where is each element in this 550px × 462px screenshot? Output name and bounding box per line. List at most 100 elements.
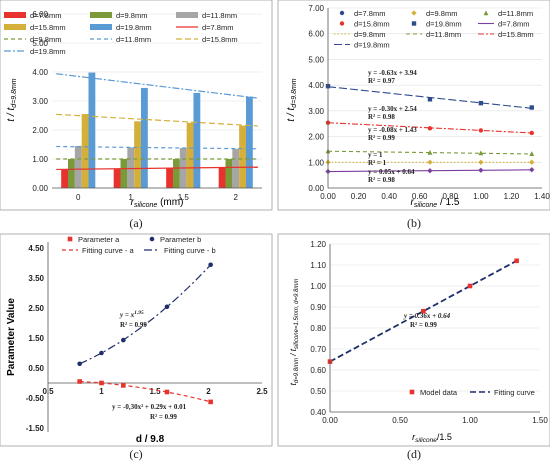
panel-c-legend-label: Parameter b [160, 235, 201, 244]
panel-b-y-tick: 1.00 [308, 158, 324, 167]
panel-c-point [208, 262, 213, 268]
panel-a-trendline [56, 73, 258, 99]
panel-d-y-tick: 1.00 [310, 282, 326, 291]
panel-a-legend-label: d=19.8mm [116, 23, 152, 32]
panel-a-bar [134, 121, 141, 188]
panel-b-point [529, 130, 534, 136]
panel-a-y-tick: 1.00 [32, 155, 48, 164]
panel-b-point [427, 168, 433, 174]
panel-c-x-label: d / 9.8 [136, 434, 165, 445]
panel-b-point [427, 159, 433, 165]
panel-b-y-tick: 5.00 [308, 55, 324, 64]
panel-d-y-tick: 0.80 [310, 324, 326, 333]
panel-a-trendline [56, 113, 258, 127]
panel-c-y-ticks: -1.50 -0.50 0.50 1.50 2.50 3.50 4.50 [26, 244, 45, 433]
panel-c-point [164, 304, 170, 310]
panel-b-legend-label: d=19.8mm [354, 41, 390, 50]
panel-d-y-tick: 0.40 [310, 408, 326, 417]
panel-b-x-tick: 0.20 [351, 192, 367, 201]
panel-a-bar [218, 167, 226, 188]
panel-c-equation-a: y = -0,30x² + 0.29x + 0.01 [112, 403, 187, 411]
panel-b-legend-label: d=7.8mm [354, 9, 385, 18]
panel-a-legend-label: d=9.8mm [116, 11, 147, 20]
panel-b-point [529, 151, 535, 156]
panel-a-legend-swatch [90, 24, 112, 30]
panel-a-bar [225, 159, 233, 188]
panel-b-point [427, 126, 433, 131]
panel-b-legend-label: d=7.8mm [498, 20, 529, 29]
panel-a-bar [127, 147, 135, 188]
panel-c-legend-swatch [149, 236, 155, 242]
panel-a-bar [186, 122, 194, 188]
panel-c-y-tick: -0.50 [26, 394, 45, 403]
panel-c-frame [0, 233, 273, 447]
panel-a-legend: d=7.8mm d=9.8mm d=11.8mm d=15.8mm d=19.8mm d=… [4, 11, 238, 56]
panel-b-point [478, 100, 484, 106]
panel-d-y-label: td=9.8mm / tsilicone=1.5mm, d=9.8mm [289, 279, 300, 386]
panel-b-legend-label: d=15.8mm [498, 30, 534, 39]
panel-a-bar [113, 169, 121, 188]
panel-b-x-tick: 0.40 [381, 192, 397, 201]
panel-a-x-tick: 1.5 [178, 193, 190, 202]
panel-c-legend-label: Fitting curve - a [82, 246, 135, 255]
panel-c-annotations: y = x1.95 R² = 0.99 y = -0,30x² + 0.29x + … [112, 310, 187, 421]
panel-d-frame [277, 233, 550, 447]
panel-a-legend-label: d=7.8mm [30, 11, 61, 20]
panel-b-fit-line [327, 122, 532, 134]
panel-d-equation: y = 0.36x + 0.64 [403, 312, 451, 320]
panel-c-point [99, 380, 104, 386]
panel-a-y-tick: 0.00 [32, 184, 48, 193]
panel-a-bar [61, 169, 69, 188]
panel-a-y-ticks: 0.00 1.00 2.00 3.00 4.00 5.00 6.00 [32, 10, 48, 193]
panel-c-point [77, 379, 82, 384]
panel-c-point [77, 361, 82, 367]
panel-b-r-squared: R² = 1 [368, 159, 387, 167]
panel-b-equation: y = -0.08x + 1.43 [368, 126, 417, 134]
panel-c-x-tick: 2.5 [256, 387, 268, 396]
panel-a-trendlines [56, 73, 258, 171]
panel-b-equation: y = 1 [368, 151, 383, 159]
panel-c-y-tick: 2.50 [28, 304, 44, 313]
panel-c-r-squared-a: R² = 0.99 [150, 413, 177, 421]
panel-a-x-tick: 0 [76, 193, 81, 202]
panel-d-legend: Model data Fitting curve [409, 388, 535, 397]
panel-b-legend-label: d=9.8mm [354, 30, 385, 39]
panel-d-x-ticks: 0.00 0.50 1.00 1.50 [322, 416, 548, 425]
panel-c-point [121, 383, 126, 388]
panel-c-point [121, 337, 126, 343]
panel-d-legend-label: Model data [420, 388, 458, 397]
panel-b-y-ticks: 0.00 1.00 2.00 3.00 4.00 5.00 6.00 7.00 [308, 4, 324, 193]
panel-b-legend-label: d=15.8mm [354, 20, 390, 29]
panel-b-x-label: rsilicone / 1.5 [411, 197, 460, 209]
panel-b-point [427, 97, 433, 102]
panel-c-legend-label: Fitting curve - b [164, 246, 216, 255]
panel-c-y-tick: 4.50 [28, 244, 44, 253]
panel-b-legend-swatch [411, 21, 417, 26]
panel-a-bar [81, 114, 89, 188]
panel-d-y-tick: 0.90 [310, 303, 326, 312]
panel-d-legend-label: Fitting curve [494, 388, 535, 397]
panel-a-legend-label: d=7.8mm [202, 23, 233, 32]
panel-c-legend: Parameter a Parameter b Fitting curve - a F… [62, 235, 216, 255]
panel-c-point [164, 389, 170, 395]
caption-b: (b) [407, 216, 421, 230]
panel-b-point [478, 159, 484, 165]
panel-b-x-tick: 0.80 [442, 192, 458, 201]
panel-a-bars [61, 72, 253, 188]
panel-a-bar [88, 72, 96, 188]
panel-a-legend-label: d=15.8mm [30, 23, 66, 32]
panel-a: 0.001.002.003.004.005.006.00 0 1 1.5 2 d=7.… [0, 0, 273, 211]
panel-d-x-tick: 0.50 [392, 416, 408, 425]
panel-b-y-tick: 0.00 [308, 184, 324, 193]
panel-b-x-ticks: 0.00 0.20 0.40 0.60 0.80 1.00 1.20 1.40 [320, 192, 550, 201]
panel-b-y-tick: 3.00 [308, 107, 324, 116]
panel-b-y-tick: 7.00 [308, 4, 324, 13]
panel-b-x-tick: 1.00 [473, 192, 489, 201]
panel-b-equation: y = -0.30x + 2.54 [368, 105, 417, 113]
panel-a-x-tick: 2 [234, 193, 239, 202]
panel-c-legend-label: Parameter a [78, 235, 120, 244]
panel-a-x-label: rsilicone (mm) [131, 197, 184, 209]
panel-d-x-tick: 1.00 [462, 416, 478, 425]
